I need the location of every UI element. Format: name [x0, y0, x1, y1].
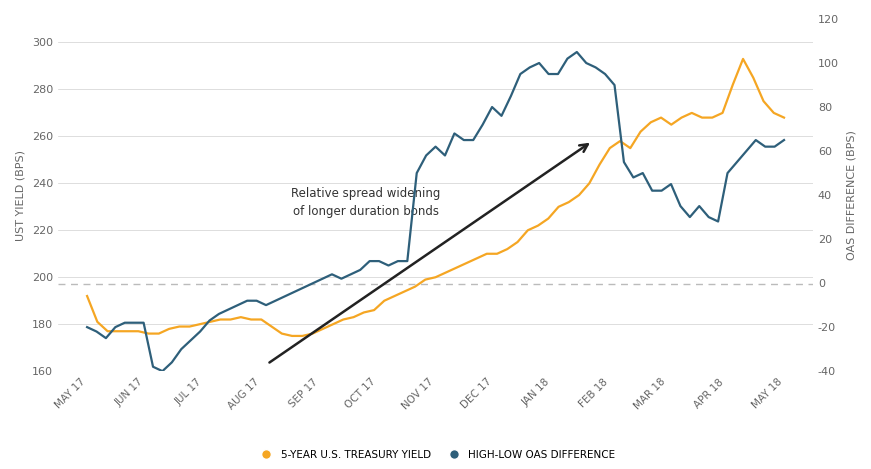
Y-axis label: OAS DIFFERENCE (BPS): OAS DIFFERENCE (BPS)	[846, 130, 856, 260]
Text: Relative spread widening
of longer duration bonds: Relative spread widening of longer durat…	[291, 187, 441, 218]
Legend: 5-YEAR U.S. TREASURY YIELD, HIGH-LOW OAS DIFFERENCE: 5-YEAR U.S. TREASURY YIELD, HIGH-LOW OAS…	[252, 446, 619, 464]
Y-axis label: UST YIELD (BPS): UST YIELD (BPS)	[15, 150, 25, 241]
